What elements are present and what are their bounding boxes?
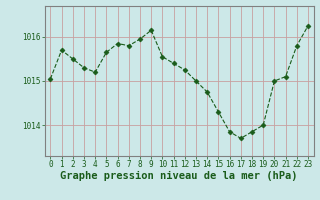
X-axis label: Graphe pression niveau de la mer (hPa): Graphe pression niveau de la mer (hPa) [60,171,298,181]
